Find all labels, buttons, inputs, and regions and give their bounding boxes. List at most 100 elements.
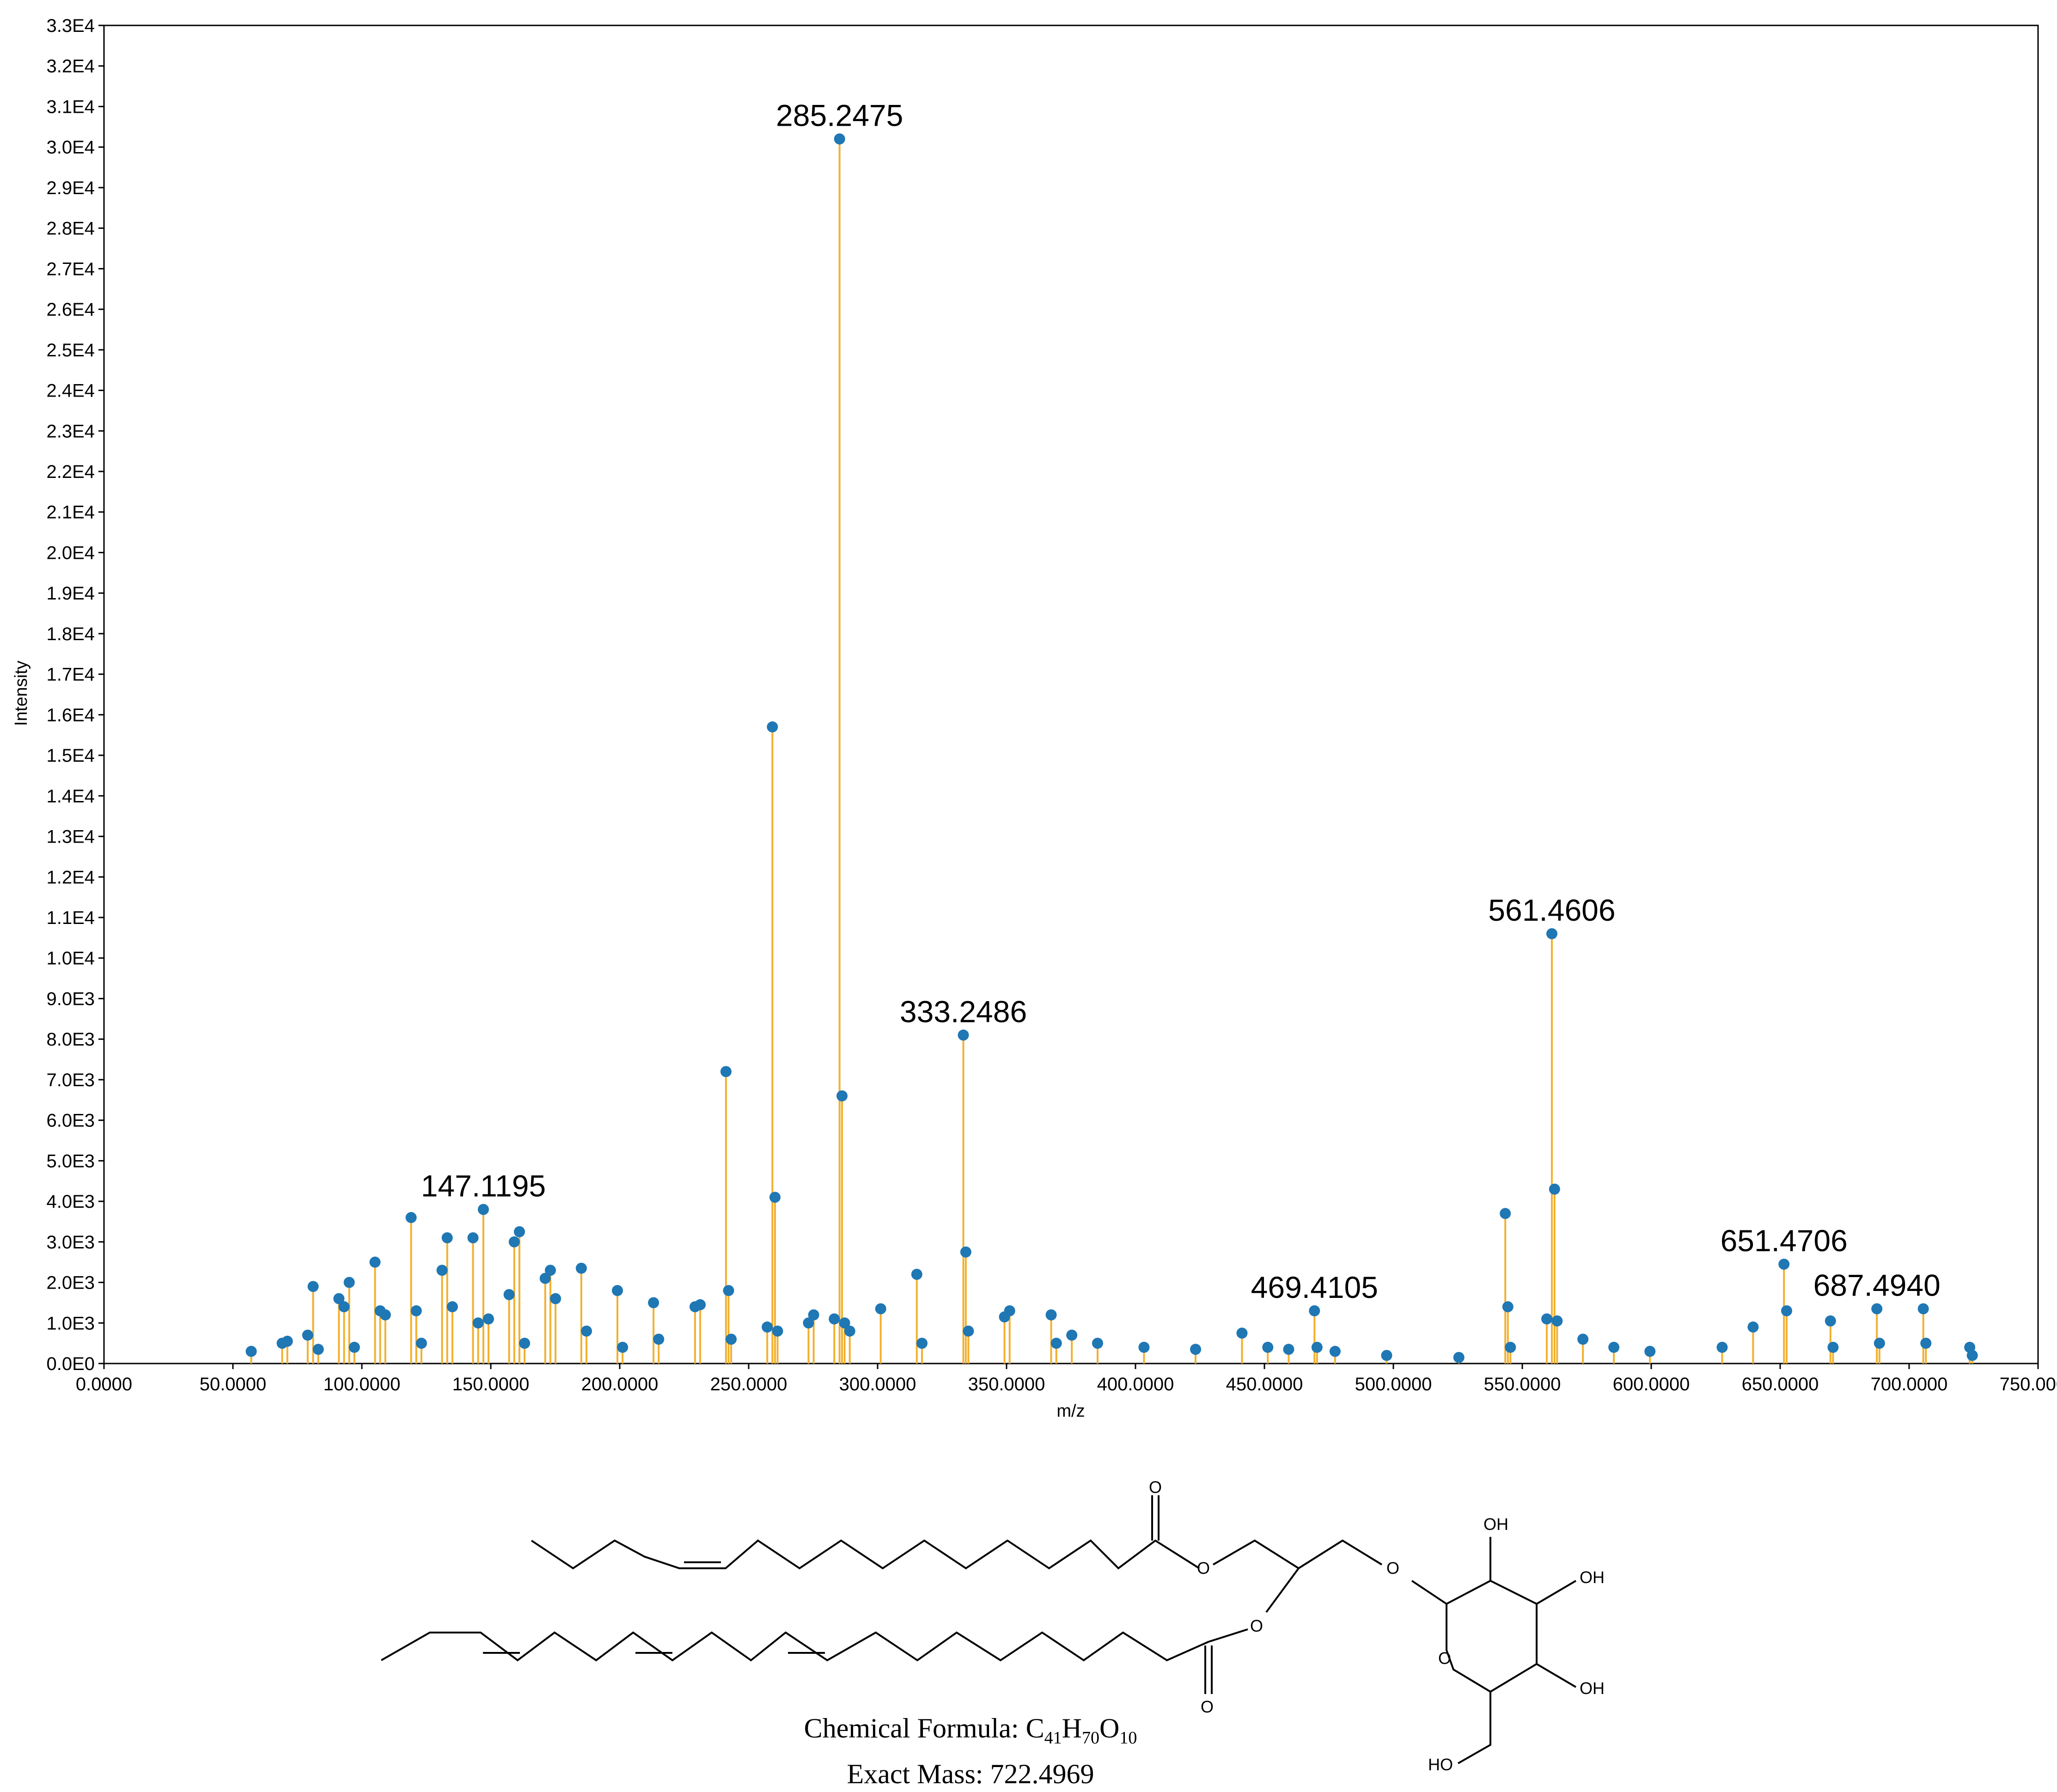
formula-c: C	[1025, 1713, 1044, 1743]
peak-marker	[472, 1317, 484, 1329]
peak-marker	[695, 1299, 706, 1310]
peak-marker	[379, 1309, 391, 1321]
formula-o-count: 10	[1119, 1728, 1137, 1748]
peak-marker	[844, 1325, 855, 1337]
y-tick-label: 2.2E4	[46, 462, 95, 482]
x-tick-label: 650.0000	[1742, 1374, 1819, 1394]
peak-marker	[1871, 1303, 1883, 1315]
mass-spectrum-chart: 0.0E0 1.0E3 2.0E3 3.0E3 4.0E3 5.0E3 6.0E3 7.0E3…	[12, 16, 2057, 1421]
x-axis-title: m/z	[1056, 1401, 1085, 1421]
y-tick-label: 1.6E4	[46, 705, 95, 725]
peak-marker	[482, 1313, 494, 1325]
x-tick-label: 200.0000	[581, 1374, 659, 1394]
peak-marker	[1825, 1315, 1836, 1327]
formula-o: O	[1099, 1713, 1120, 1743]
y-tick-label: 1.2E4	[46, 867, 95, 887]
peak-marker	[1577, 1333, 1589, 1345]
peak-marker	[446, 1301, 458, 1313]
formula-c-count: 41	[1044, 1728, 1062, 1748]
peak-marker	[508, 1236, 520, 1248]
peak-marker	[839, 1317, 850, 1329]
peak-marker	[808, 1309, 819, 1321]
peak-marker	[834, 133, 845, 145]
peak-marker	[1236, 1327, 1248, 1339]
formula-prefix: Chemical Formula:	[804, 1713, 1026, 1743]
peak-marker	[1066, 1329, 1078, 1341]
peak-marker	[405, 1212, 417, 1223]
peak-marker	[245, 1346, 257, 1357]
peak-marker	[302, 1329, 313, 1341]
atom-o-upper-carbonyl: O	[1149, 1478, 1162, 1497]
y-tick-label: 2.3E4	[46, 421, 95, 441]
peak-marker	[550, 1293, 562, 1304]
peak-marker	[916, 1338, 928, 1349]
y-tick-label: 2.1E4	[46, 502, 95, 523]
peak-label: 147.1195	[421, 1169, 546, 1203]
y-tick-label: 1.8E4	[46, 624, 95, 644]
peak-marker	[369, 1256, 381, 1268]
y-tick-label: 8.0E3	[46, 1029, 95, 1050]
peak-marker	[772, 1325, 783, 1337]
peak-marker	[477, 1204, 489, 1215]
x-tick-label: 750.0000	[2000, 1374, 2057, 1394]
peak-label: 333.2486	[900, 994, 1027, 1028]
peak-marker	[338, 1301, 350, 1313]
peak-marker	[513, 1226, 525, 1237]
peak-marker	[1781, 1305, 1792, 1316]
peak-marker	[653, 1333, 665, 1345]
glycerol-secondary-ester-bond	[1265, 1567, 1300, 1613]
peak-marker	[467, 1232, 479, 1244]
peak-marker	[1608, 1341, 1620, 1353]
x-tick-label: 400.0000	[1097, 1374, 1174, 1394]
formula-h-count: 70	[1081, 1728, 1099, 1748]
x-tick-label: 100.0000	[324, 1374, 401, 1394]
upper-acyl-chain	[531, 1539, 1200, 1570]
y-tick-label: 1.3E4	[46, 827, 95, 847]
peak-marker	[762, 1321, 773, 1333]
y-axis: 0.0E0 1.0E3 2.0E3 3.0E3 4.0E3 5.0E3 6.0E3 7.0E3…	[46, 16, 104, 1374]
peak-marker	[1549, 1183, 1560, 1195]
y-tick-label: 1.7E4	[46, 665, 95, 685]
exact-mass-line: Exact Mass: 722.4969	[847, 1759, 1094, 1789]
x-tick-label: 300.0000	[839, 1374, 916, 1394]
y-tick-label: 3.1E4	[46, 97, 95, 117]
peak-label: 651.4706	[1721, 1223, 1848, 1258]
plot-area-frame	[103, 24, 2039, 1364]
peak-marker	[1309, 1305, 1320, 1316]
peak-marker	[312, 1344, 324, 1355]
y-tick-label: 6.0E3	[46, 1111, 95, 1131]
y-tick-label: 2.4E4	[46, 381, 95, 401]
y-tick-label: 3.3E4	[46, 16, 95, 36]
peak-marker	[1329, 1346, 1341, 1357]
peak-marker	[519, 1338, 531, 1349]
peak-marker	[611, 1285, 623, 1297]
y-tick-label: 2.0E3	[46, 1273, 95, 1293]
y-tick-label: 1.4E4	[46, 786, 95, 807]
x-tick-label: 600.0000	[1613, 1374, 1690, 1394]
peak-label: 687.4940	[1813, 1268, 1941, 1303]
peak-marker	[307, 1281, 319, 1292]
peak-marker	[1045, 1309, 1057, 1321]
peak-marker	[1138, 1341, 1150, 1353]
x-axis: 0.0000 50.0000 100.0000 150.0000 200.0000 250…	[76, 1364, 2057, 1394]
y-tick-label: 2.7E4	[46, 259, 95, 279]
y-axis-title: Intensity	[12, 661, 31, 726]
peak-marker	[1920, 1338, 1932, 1349]
x-tick-label: 450.0000	[1226, 1374, 1303, 1394]
y-tick-label: 2.9E4	[46, 178, 95, 198]
peak-marker	[617, 1341, 629, 1353]
peak-marker	[1190, 1344, 1202, 1355]
y-tick-label: 1.0E4	[46, 948, 95, 969]
atom-o-glycosidic: O	[1386, 1559, 1399, 1578]
peak-marker	[875, 1303, 886, 1315]
x-tick-label: 700.0000	[1871, 1374, 1948, 1394]
peak-marker	[1050, 1338, 1062, 1349]
y-tick-label: 1.9E4	[46, 583, 95, 604]
peak-marker	[1502, 1301, 1514, 1313]
peak-marker	[1747, 1321, 1759, 1333]
peak-marker	[539, 1272, 551, 1284]
atom-oh-right: OH	[1580, 1568, 1605, 1587]
x-tick-label: 0.0000	[76, 1374, 132, 1394]
peak-marker	[1381, 1350, 1392, 1361]
peak-marker	[963, 1325, 974, 1337]
